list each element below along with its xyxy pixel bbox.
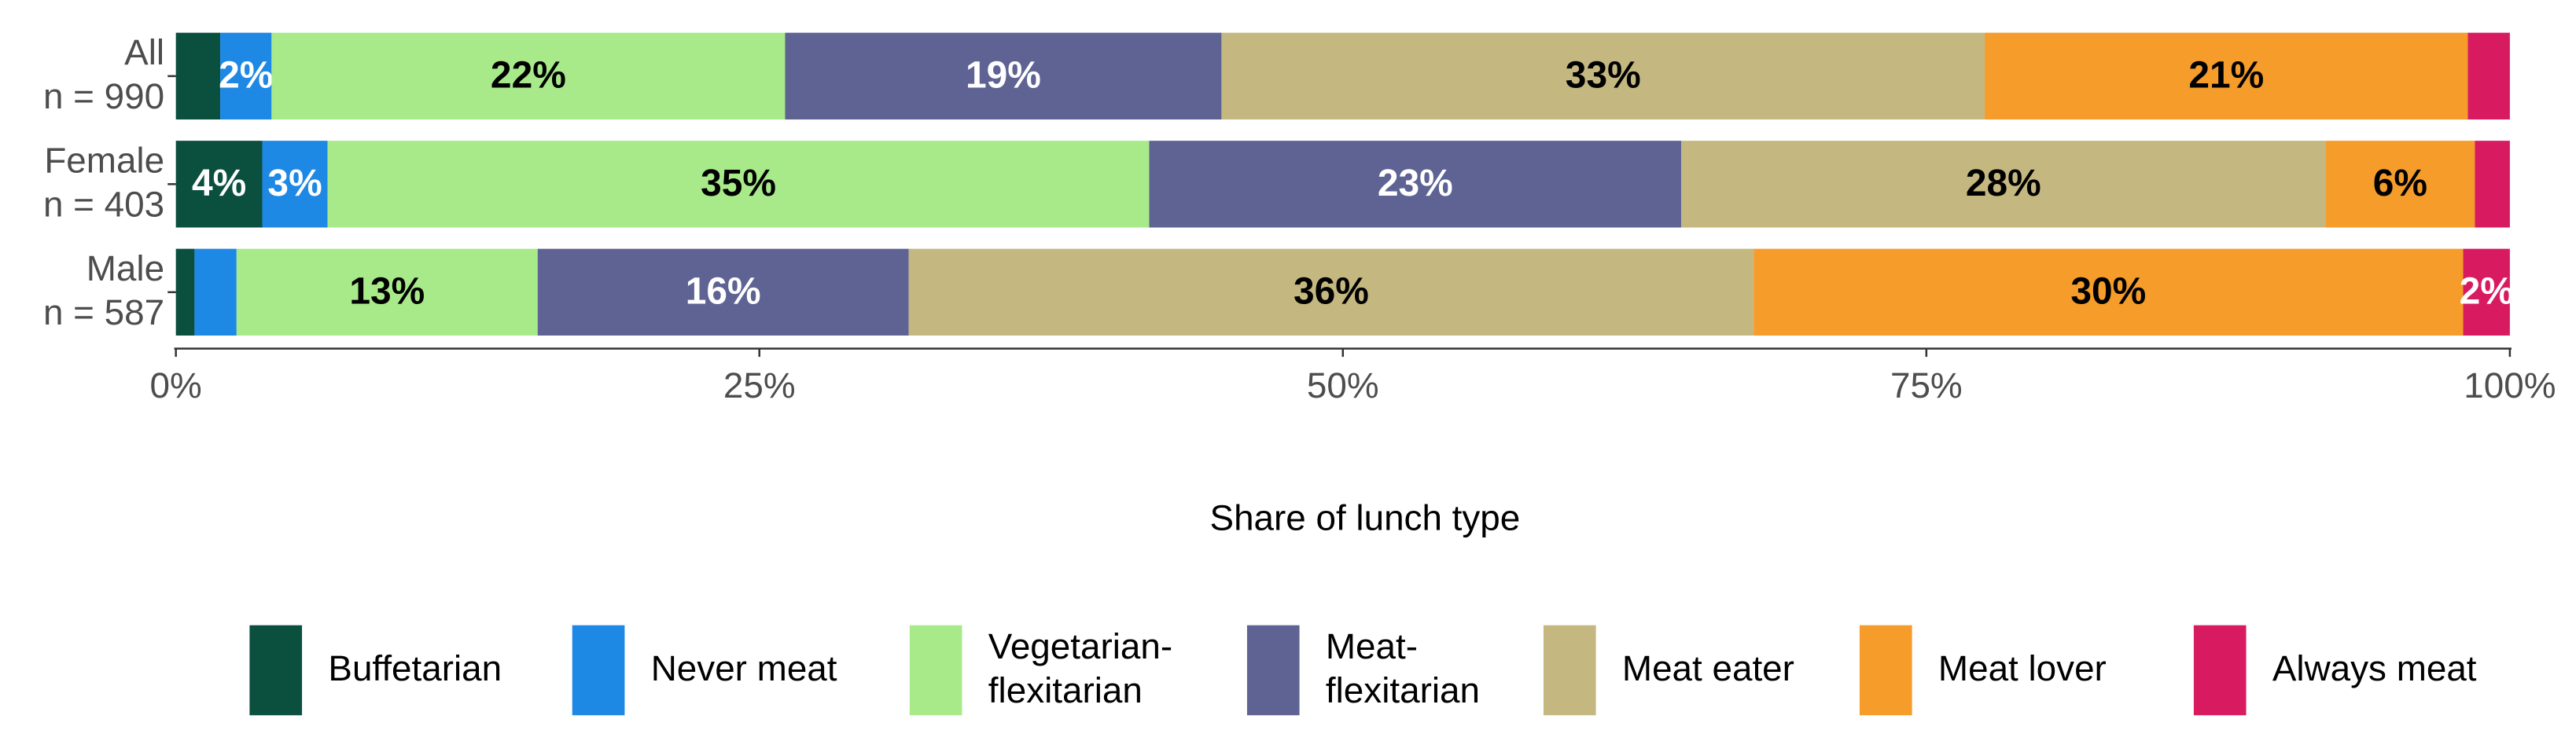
legend-label: Buffetarian	[328, 648, 502, 688]
legend-label: Meat eater	[1622, 648, 1794, 688]
value-label: 2%	[219, 55, 273, 97]
value-label: 35%	[701, 163, 776, 204]
bar-segment	[271, 32, 786, 120]
value-label: 30%	[2070, 271, 2146, 313]
x-tick-label: 75%	[1890, 365, 1963, 405]
bar-segment	[2325, 141, 2475, 228]
x-tick-label: 0%	[150, 365, 202, 405]
bar-segment	[262, 141, 328, 228]
legend-swatch	[1543, 625, 1596, 716]
bar-segment	[1221, 32, 1985, 120]
value-label: 3%	[267, 163, 322, 204]
value-label: 22%	[491, 55, 566, 97]
y-tick-label: All	[124, 32, 164, 72]
value-label: 23%	[1378, 163, 1453, 204]
legend-swatch	[1859, 625, 1912, 716]
value-label: 4%	[192, 163, 246, 204]
bar-segment	[1985, 32, 2468, 120]
value-label: 19%	[966, 55, 1041, 97]
bar-segment	[175, 32, 221, 120]
bar-segment	[175, 248, 195, 336]
bar-segment	[908, 248, 1754, 336]
x-axis-title: Share of lunch type	[1210, 497, 1521, 537]
legend-label: Never meat	[651, 648, 837, 688]
value-label: 2%	[2460, 271, 2514, 313]
legend-label: Always meat	[2272, 648, 2477, 688]
bar-segment	[327, 141, 1150, 228]
legend-swatch	[572, 625, 625, 716]
value-label: 33%	[1566, 55, 1641, 97]
y-tick-label: n = 587	[43, 292, 164, 332]
y-tick-label: Male	[86, 248, 164, 288]
bar-segment	[220, 32, 272, 120]
bar-segment	[2467, 32, 2510, 120]
y-tick-label: n = 990	[43, 76, 164, 116]
legend-label: Vegetarian-flexitarian	[988, 626, 1172, 710]
legend-label: Meat lover	[1938, 648, 2107, 688]
bar-segment	[1149, 141, 1682, 228]
x-tick-label: 50%	[1307, 365, 1379, 405]
bar-segment	[1754, 248, 2464, 336]
value-label: 36%	[1294, 271, 1369, 313]
y-tick-label: n = 403	[43, 185, 164, 225]
bar-segment	[537, 248, 909, 336]
bar-segment	[785, 32, 1222, 120]
x-tick-label: 25%	[723, 365, 796, 405]
legend-label: Meat-flexitarian	[1326, 626, 1480, 710]
legend-swatch	[909, 625, 962, 716]
value-label: 21%	[2188, 55, 2264, 97]
bar-segment	[236, 248, 538, 336]
y-tick-label: Female	[44, 140, 164, 180]
value-label: 6%	[2373, 163, 2427, 204]
value-label: 16%	[686, 271, 761, 313]
bar-segment	[194, 248, 237, 336]
bar-segment	[2463, 248, 2510, 336]
bar-segment	[175, 141, 263, 228]
bar-segment	[2475, 141, 2510, 228]
legend-swatch	[1246, 625, 1300, 716]
x-tick-label: 100%	[2464, 365, 2556, 405]
value-label: 13%	[349, 271, 425, 313]
bar-segment	[1681, 141, 2326, 228]
legend-swatch	[249, 625, 303, 716]
legend-swatch	[2193, 625, 2247, 716]
value-label: 28%	[1966, 163, 2041, 204]
